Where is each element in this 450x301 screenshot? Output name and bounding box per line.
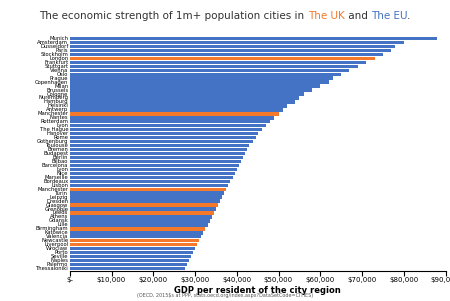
Bar	[70, 175, 233, 179]
Bar	[70, 61, 366, 64]
Bar	[70, 223, 207, 227]
Bar	[70, 80, 328, 84]
Bar	[70, 156, 243, 159]
Bar	[70, 195, 222, 199]
Text: (OECD, 2015$s at PPP, stats.oecd.org/index.aspx?DataSetCode=CITIES): (OECD, 2015$s at PPP, stats.oecd.org/ind…	[137, 293, 313, 298]
Bar	[70, 184, 229, 187]
Bar	[70, 144, 249, 147]
Bar	[70, 37, 437, 40]
Bar	[70, 191, 224, 195]
Text: The UK: The UK	[308, 11, 345, 20]
Bar	[70, 243, 197, 247]
Bar	[70, 219, 210, 223]
Bar	[70, 41, 404, 44]
Bar	[70, 88, 312, 92]
Bar	[70, 76, 333, 80]
Bar	[70, 69, 350, 72]
Bar	[70, 200, 220, 203]
Bar	[70, 136, 256, 139]
Bar	[70, 267, 184, 270]
Bar	[70, 168, 237, 171]
Bar	[70, 148, 247, 151]
Bar	[70, 180, 230, 183]
Bar	[70, 132, 257, 135]
Bar	[70, 49, 391, 52]
Text: The EU: The EU	[371, 11, 407, 20]
X-axis label: GDP per resident of the city region: GDP per resident of the city region	[174, 286, 341, 295]
Bar	[70, 251, 193, 254]
Bar	[70, 45, 396, 48]
Bar	[70, 172, 234, 175]
Bar	[70, 100, 295, 104]
Bar	[70, 203, 218, 207]
Bar	[70, 259, 189, 262]
Bar	[70, 120, 270, 123]
Bar	[70, 152, 245, 155]
Text: and: and	[345, 11, 371, 20]
Bar	[70, 124, 266, 127]
Bar	[70, 53, 383, 56]
Bar	[70, 188, 226, 191]
Bar	[70, 231, 203, 234]
Bar	[70, 160, 241, 163]
Bar	[70, 239, 199, 242]
Bar	[70, 65, 358, 68]
Bar	[70, 215, 211, 219]
Bar	[70, 104, 287, 107]
Bar	[70, 84, 320, 88]
Bar	[70, 164, 239, 167]
Bar	[70, 140, 253, 143]
Bar	[70, 235, 201, 238]
Bar	[70, 73, 341, 76]
Bar	[70, 227, 206, 231]
Bar	[70, 255, 191, 258]
Bar	[70, 112, 279, 116]
Text: The economic strength of 1m+ population cities in: The economic strength of 1m+ population …	[40, 11, 308, 20]
Bar	[70, 128, 262, 132]
Bar	[70, 211, 214, 215]
Bar	[70, 207, 216, 211]
Bar	[70, 108, 283, 112]
Bar	[70, 263, 187, 266]
Bar	[70, 116, 274, 119]
Bar	[70, 247, 195, 250]
Bar	[70, 57, 374, 60]
Text: .: .	[407, 11, 410, 20]
Bar	[70, 96, 299, 100]
Bar	[70, 92, 304, 96]
